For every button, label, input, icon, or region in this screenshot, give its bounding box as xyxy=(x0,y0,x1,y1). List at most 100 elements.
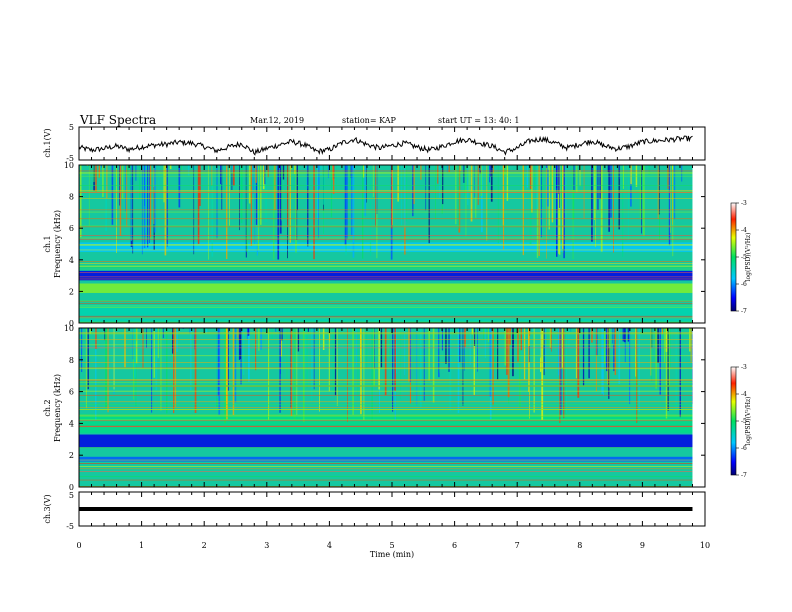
spectrogram-line xyxy=(79,479,693,481)
colorbar-tick-label: -4 xyxy=(741,391,747,398)
xtick-label: 8 xyxy=(577,541,582,550)
spectrogram-stripe xyxy=(265,165,267,222)
spectrogram-band xyxy=(79,270,693,281)
spectrogram-line xyxy=(79,307,693,308)
spectrogram-stripe xyxy=(457,328,460,414)
spectrogram-stripe xyxy=(659,328,661,395)
ch1-colorbar: -3 -4 -5 -6 -7 log(PSD)(V²/Hz) xyxy=(730,200,752,315)
spectrogram-line xyxy=(79,344,693,346)
spectrogram-stripe xyxy=(559,328,561,423)
spectrogram-line xyxy=(79,407,693,408)
ch3-ytick-top: 5 xyxy=(69,491,74,500)
spectrogram-line xyxy=(79,416,693,417)
spectrogram-stripe xyxy=(81,328,83,372)
spectrogram-stripe xyxy=(562,165,564,249)
spectrogram-stripe xyxy=(232,165,235,186)
spectrogram-stripe xyxy=(679,328,681,418)
spectrogram-stripe xyxy=(174,328,177,407)
spectrogram-stripe xyxy=(459,165,462,171)
spectrogram-line xyxy=(79,333,693,335)
spectrogram-stripe xyxy=(119,165,122,236)
spectrogram-stripe xyxy=(613,328,614,345)
spectrogram-stripe xyxy=(494,328,496,370)
spectrogram-stripe xyxy=(102,165,104,197)
spectrogram-line xyxy=(79,321,693,323)
spectrogram-stripe xyxy=(401,165,402,226)
start-time-label: start UT = 13: 40: 1 xyxy=(438,116,520,125)
spectrogram-stripe xyxy=(334,328,337,396)
spectrogram-stripe xyxy=(294,165,296,174)
spectrogram-stripe xyxy=(627,165,629,241)
spectrogram-stripe xyxy=(560,328,562,416)
spectrogram-stripe xyxy=(550,165,552,189)
spectrogram-stripe xyxy=(394,328,396,391)
spectrogram-stripe xyxy=(689,328,691,352)
spectrogram-stripe xyxy=(651,328,653,382)
spectrogram-stripe xyxy=(375,165,376,227)
spectrogram-stripe xyxy=(88,165,90,227)
spectrogram-stripe xyxy=(372,165,374,198)
spectrogram-line xyxy=(79,385,693,387)
spectrogram-line xyxy=(79,263,693,264)
spectrogram-stripe xyxy=(449,328,452,411)
spectrogram-stripe xyxy=(457,165,460,229)
spectrogram-stripe xyxy=(638,328,640,413)
spectrogram-stripe xyxy=(231,165,233,190)
colorbar-tick-label: -3 xyxy=(741,364,747,371)
spectrogram-stripe xyxy=(190,328,192,391)
spectrogram-stripe xyxy=(509,328,512,331)
spectrogram-stripe xyxy=(307,328,309,332)
spectrogram-stripe xyxy=(486,165,488,241)
ch1-ylabel-line2: Frequency (kHz) xyxy=(53,210,62,278)
spectrogram-stripe xyxy=(565,328,567,416)
spectrogram-stripe xyxy=(540,328,541,358)
spectrogram-stripe xyxy=(409,328,411,383)
spectrogram-stripe xyxy=(667,165,669,190)
spectrogram-stripe xyxy=(387,328,389,358)
ytick-label: 4 xyxy=(69,256,74,265)
spectrogram-stripe xyxy=(352,328,354,415)
spectrogram-stripe xyxy=(153,328,155,378)
ytick-label: 8 xyxy=(69,356,74,365)
ytick-label: 8 xyxy=(69,193,74,202)
spectrogram-stripe xyxy=(428,328,430,381)
spectrogram-stripe xyxy=(323,165,325,205)
spectrogram-stripe xyxy=(551,165,554,223)
spectrogram-line xyxy=(79,355,693,357)
spectrogram-line xyxy=(79,303,693,305)
spectrogram-stripe xyxy=(155,328,158,391)
spectrogram-stripe xyxy=(502,165,504,226)
spectrogram-stripe xyxy=(327,165,329,178)
spectrogram-line xyxy=(79,386,693,387)
spectrogram-stripe xyxy=(438,328,440,378)
spectrogram-stripe xyxy=(220,165,221,185)
spectrogram-stripe xyxy=(635,328,637,377)
spectrogram-stripe xyxy=(347,328,348,422)
spectrogram-line xyxy=(79,226,693,228)
spectrogram-stripe xyxy=(130,165,132,241)
spectrogram-line xyxy=(79,315,693,317)
spectrogram-stripe xyxy=(232,328,235,415)
spectrogram-stripe xyxy=(470,165,473,222)
spectrogram-line xyxy=(79,425,693,427)
spectrogram-stripe xyxy=(547,165,549,170)
spectrogram-stripe xyxy=(474,165,476,198)
spectrogram-stripe xyxy=(529,328,531,336)
spectrogram-line xyxy=(79,414,693,416)
spectrogram-stripe xyxy=(473,328,475,396)
spectrogram-stripe xyxy=(618,165,620,230)
spectrogram-stripe xyxy=(579,165,581,187)
spectrogram-stripe xyxy=(608,328,610,399)
spectrogram-stripe xyxy=(279,165,282,234)
spectrogram-stripe xyxy=(655,328,657,389)
spectrogram-stripe xyxy=(332,328,334,393)
spectrogram-band xyxy=(79,456,693,462)
ch3-waveform-panel: 5 -5 ch.3(V) xyxy=(43,491,706,531)
spectrogram-line xyxy=(79,401,693,403)
spectrogram-stripe xyxy=(549,328,552,348)
spectrogram-stripe xyxy=(465,165,467,237)
ch3-ylabel: ch.3(V) xyxy=(43,494,52,523)
spectrogram-stripe xyxy=(475,328,477,331)
spectrogram-stripe xyxy=(675,328,677,412)
